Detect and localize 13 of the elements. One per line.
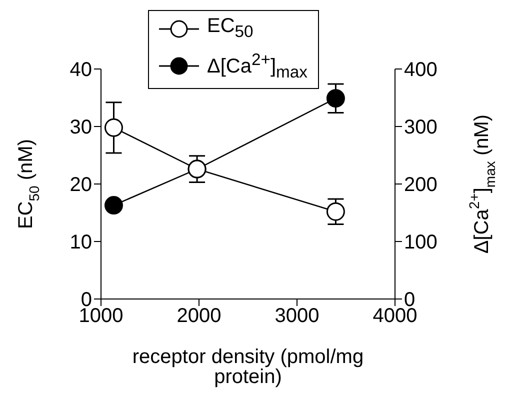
y-tick-label: 30 xyxy=(70,116,92,139)
y2-tick-label: 300 xyxy=(404,116,438,139)
y-tick-label: 20 xyxy=(70,174,92,196)
y2-tick-label: 200 xyxy=(404,174,438,196)
y2-tick-label: 400 xyxy=(404,59,438,82)
x-tick-label: 2000 xyxy=(176,305,222,328)
x-tick-label: 3000 xyxy=(274,305,320,328)
y2-tick-label: 100 xyxy=(404,232,438,254)
x-axis-title: receptor density (pmol/mg protein) xyxy=(132,346,364,388)
y-tick-label: 40 xyxy=(70,59,92,82)
y-tick-label: 10 xyxy=(70,232,92,254)
legend-label: EC$_{50}$ xyxy=(207,14,254,43)
legend-label: Δ[Ca$^{2+}$]$_{max}$ xyxy=(207,49,308,84)
